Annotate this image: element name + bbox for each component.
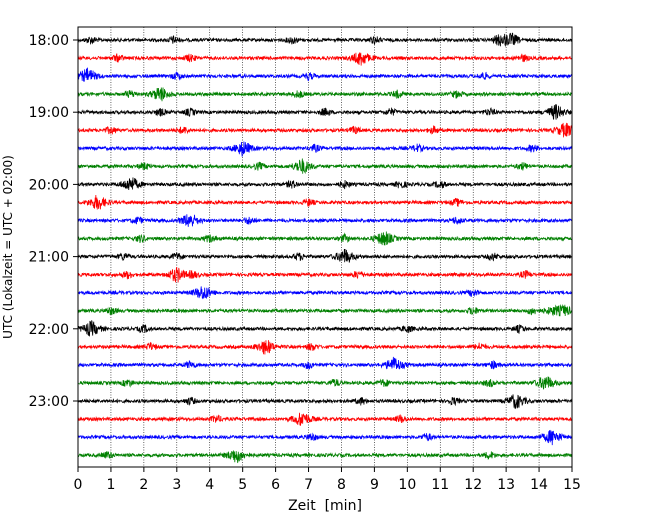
y-tick-label-1800: 18:00 xyxy=(29,33,69,49)
x-tick-label-6: 6 xyxy=(271,477,280,493)
y-tick-label-1900: 19:00 xyxy=(29,105,69,121)
trace-2330 xyxy=(77,429,573,446)
y-axis-ticks: 18:00 19:00 20:00 21:00 22:00 23:00 xyxy=(29,33,78,410)
trace-1915 xyxy=(77,122,573,138)
x-tick-label-0: 0 xyxy=(74,477,83,493)
trace-2100 xyxy=(77,249,573,263)
trace-2145 xyxy=(77,303,573,317)
trace-2000 xyxy=(77,177,573,191)
vertical-grid xyxy=(110,27,540,467)
trace-2045 xyxy=(77,231,573,246)
trace-1815 xyxy=(77,52,572,66)
trace-2115 xyxy=(77,266,573,283)
trace-1800 xyxy=(77,32,573,48)
x-tick-label-3: 3 xyxy=(172,477,181,493)
trace-2015 xyxy=(77,194,573,210)
x-tick-label-8: 8 xyxy=(337,477,346,493)
plot-frame xyxy=(77,26,573,468)
y-tick-label-2200: 22:00 xyxy=(29,322,69,338)
x-tick-label-7: 7 xyxy=(304,477,313,493)
x-tick-label-11: 11 xyxy=(431,477,449,493)
seismic-traces xyxy=(77,32,573,464)
x-tick-label-2: 2 xyxy=(139,477,148,493)
x-tick-label-15: 15 xyxy=(563,477,581,493)
x-tick-label-9: 9 xyxy=(370,477,379,493)
y-tick-label-2000: 20:00 xyxy=(29,177,69,193)
x-tick-label-5: 5 xyxy=(238,477,247,493)
trace-2345 xyxy=(77,450,573,464)
trace-1830 xyxy=(77,67,573,82)
x-tick-label-13: 13 xyxy=(497,477,515,493)
trace-2200 xyxy=(77,320,573,337)
x-axis-ticks: 0 1 2 3 4 5 6 7 8 9 10 11 12 13 14 15 xyxy=(74,467,581,493)
trace-1900 xyxy=(77,104,573,120)
trace-2130 xyxy=(77,286,572,300)
y-tick-label-2100: 21:00 xyxy=(29,250,69,266)
trace-1845 xyxy=(77,87,573,102)
x-tick-label-10: 10 xyxy=(398,477,416,493)
x-tick-label-4: 4 xyxy=(205,477,214,493)
trace-1945 xyxy=(77,158,573,175)
x-tick-label-1: 1 xyxy=(106,477,115,493)
y-axis-label: UTC (Lokalzeit = UTC + 02:00) xyxy=(1,155,15,339)
trace-2315 xyxy=(77,412,573,426)
trace-1930 xyxy=(77,141,573,157)
x-axis-label: Zeit [min] xyxy=(288,498,362,514)
x-tick-label-14: 14 xyxy=(530,477,548,493)
x-tick-label-12: 12 xyxy=(464,477,482,493)
trace-2300 xyxy=(77,394,573,410)
trace-2030 xyxy=(77,214,573,227)
trace-2245 xyxy=(77,376,573,390)
trace-2230 xyxy=(77,356,573,370)
y-tick-label-2300: 23:00 xyxy=(29,394,69,410)
trace-2215 xyxy=(77,340,573,355)
